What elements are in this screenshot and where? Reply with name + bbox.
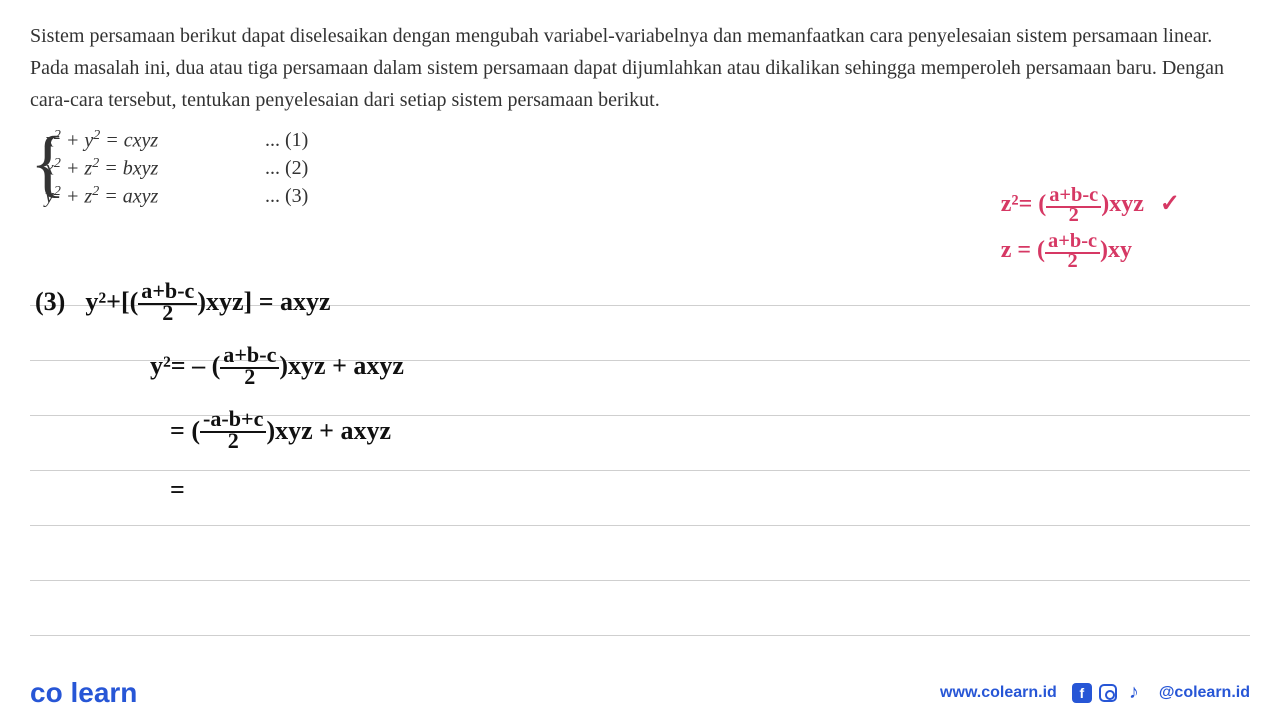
red-text: z = (	[1001, 237, 1045, 263]
work-text: )xyz + axyz	[266, 414, 391, 448]
fraction-denominator: 2	[1066, 204, 1082, 226]
equation-2: x2 + z2 = bxyz ... (2)	[45, 154, 1250, 182]
red-text: )xyz	[1101, 191, 1144, 217]
ruled-line	[30, 580, 1250, 581]
work-text: )xyz] = axyz	[197, 285, 330, 319]
work-line-1: (3) y²+[(a+b-c2)xyz] = axyz	[35, 280, 404, 324]
fraction: a+b-c2	[1046, 185, 1101, 226]
footer: co learn www.colearn.id f ♪ @colearn.id	[0, 665, 1280, 720]
red-line-1: z²= (a+b-c2)xyz ✓	[1001, 185, 1180, 226]
equation-formula: y2 + z2 = axyz	[45, 184, 205, 209]
logo-co: co	[30, 677, 63, 708]
equation-1: x2 + y2 = cxyz ... (1)	[45, 126, 1250, 154]
red-line-2: z = (a+b-c2)xy	[1001, 231, 1180, 272]
work-line-2: y²= – (a+b-c2)xyz + axyz	[150, 344, 404, 388]
social-icons: f ♪	[1072, 683, 1144, 703]
fraction-denominator: 2	[159, 300, 176, 325]
facebook-icon[interactable]: f	[1072, 683, 1092, 703]
content-area: Sistem persamaan berikut dapat diselesai…	[0, 0, 1280, 720]
work-text: )xyz + axyz	[279, 349, 404, 383]
checkmark-icon: ✓	[1160, 191, 1180, 217]
footer-handle[interactable]: @colearn.id	[1159, 684, 1250, 702]
fraction: a+b-c2	[220, 344, 279, 388]
footer-url[interactable]: www.colearn.id	[940, 684, 1057, 702]
line-prefix: (3)	[35, 285, 65, 319]
work-text: =	[170, 473, 185, 507]
equation-number: ... (3)	[265, 185, 308, 208]
fraction-denominator: 2	[225, 428, 242, 453]
fraction: a+b-c2	[138, 280, 197, 324]
work-text: y²+[(	[85, 285, 138, 319]
work-text: = (	[170, 414, 200, 448]
left-brace: {	[30, 126, 66, 201]
red-text: )xy	[1100, 237, 1132, 263]
problem-text: Sistem persamaan berikut dapat diselesai…	[30, 20, 1250, 116]
instagram-icon[interactable]	[1098, 683, 1118, 703]
fraction-denominator: 2	[1064, 250, 1080, 272]
fraction-denominator: 2	[241, 364, 258, 389]
fraction: a+b-c2	[1045, 231, 1100, 272]
tiktok-icon[interactable]: ♪	[1124, 683, 1144, 703]
logo-learn: learn	[70, 677, 137, 708]
equation-number: ... (2)	[265, 157, 308, 180]
fraction: -a-b+c2	[200, 408, 266, 452]
work-line-3: = (-a-b+c2)xyz + axyz	[150, 408, 404, 452]
red-text: z²= (	[1001, 191, 1047, 217]
black-working: (3) y²+[(a+b-c2)xyz] = axyz y²= – (a+b-c…	[35, 280, 404, 526]
brand-logo: co learn	[30, 677, 137, 709]
footer-right: www.colearn.id f ♪ @colearn.id	[940, 683, 1250, 703]
equation-formula: x2 + y2 = cxyz	[45, 128, 205, 153]
work-text: y²= – (	[150, 349, 220, 383]
ruled-line	[30, 635, 1250, 636]
work-line-4: =	[150, 473, 404, 507]
red-annotation: z²= (a+b-c2)xyz ✓ z = (a+b-c2)xy	[1001, 185, 1180, 277]
equation-formula: x2 + z2 = bxyz	[45, 156, 205, 181]
equation-number: ... (1)	[265, 129, 308, 152]
